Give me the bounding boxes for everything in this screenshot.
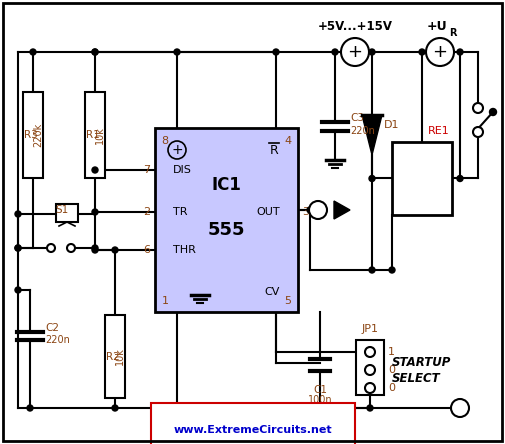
Circle shape [47, 244, 55, 252]
Text: 8: 8 [162, 136, 169, 146]
Text: 220n: 220n [350, 126, 375, 136]
Bar [85, 92, 105, 178]
Text: 4: 4 [284, 136, 291, 146]
Circle shape [92, 245, 98, 251]
Text: CV: CV [265, 287, 280, 297]
Circle shape [365, 383, 375, 393]
Circle shape [92, 167, 98, 173]
Circle shape [15, 245, 21, 251]
Text: IC1: IC1 [212, 176, 241, 194]
Text: +: + [171, 143, 183, 157]
Bar [23, 92, 43, 178]
Circle shape [168, 141, 186, 159]
Circle shape [389, 267, 395, 273]
Text: SELECT: SELECT [392, 372, 441, 385]
Text: TR: TR [173, 207, 187, 217]
Text: D1: D1 [384, 120, 399, 130]
Text: 220k: 220k [33, 123, 43, 147]
Circle shape [112, 405, 118, 411]
Circle shape [369, 267, 375, 273]
Text: STARTUP: STARTUP [392, 356, 451, 369]
Text: 10k: 10k [95, 126, 105, 144]
Text: 7: 7 [143, 165, 150, 175]
Bar [105, 315, 125, 398]
Text: R3: R3 [24, 130, 38, 140]
Text: 6: 6 [143, 245, 150, 255]
Polygon shape [334, 201, 350, 219]
Text: R: R [270, 143, 278, 156]
Text: www.ExtremeCircuits.net: www.ExtremeCircuits.net [174, 425, 332, 435]
Circle shape [92, 209, 98, 215]
Bar [356, 340, 384, 395]
Circle shape [369, 49, 375, 55]
Text: 220n: 220n [45, 335, 70, 345]
Circle shape [174, 49, 180, 55]
Text: 0: 0 [388, 365, 395, 375]
Text: R: R [449, 28, 457, 38]
Text: C3: C3 [350, 113, 364, 123]
Circle shape [15, 211, 21, 217]
Circle shape [457, 175, 463, 182]
Circle shape [317, 405, 323, 411]
Text: 1: 1 [162, 296, 169, 306]
Circle shape [15, 287, 21, 293]
Bar [392, 142, 452, 215]
Text: RE1: RE1 [428, 126, 450, 136]
Circle shape [92, 247, 98, 253]
Circle shape [426, 38, 454, 66]
Text: +: + [347, 43, 363, 61]
Circle shape [30, 49, 36, 55]
Text: 5: 5 [284, 296, 291, 306]
Circle shape [307, 207, 313, 213]
Circle shape [369, 175, 375, 182]
Circle shape [451, 399, 469, 417]
Text: DIS: DIS [173, 165, 192, 175]
Circle shape [112, 247, 118, 253]
Circle shape [273, 49, 279, 55]
Text: +5V...+15V: +5V...+15V [318, 20, 392, 33]
Text: C2: C2 [45, 323, 59, 333]
Circle shape [174, 405, 180, 411]
Circle shape [419, 49, 425, 55]
Circle shape [365, 365, 375, 375]
Circle shape [489, 108, 496, 115]
Text: JP1: JP1 [362, 324, 379, 334]
Circle shape [365, 347, 375, 357]
Text: +U: +U [427, 20, 447, 33]
Circle shape [473, 103, 483, 113]
Circle shape [15, 245, 21, 251]
Circle shape [332, 49, 338, 55]
Text: 1: 1 [388, 347, 395, 357]
Text: OUT: OUT [257, 207, 280, 217]
Text: 3: 3 [302, 207, 309, 217]
Bar [56, 204, 78, 222]
Circle shape [92, 49, 98, 55]
Circle shape [341, 38, 369, 66]
Circle shape [309, 201, 327, 219]
Circle shape [92, 49, 98, 55]
Circle shape [67, 244, 75, 252]
Text: 555: 555 [208, 221, 245, 239]
Bar [155, 128, 298, 312]
Text: 2: 2 [143, 207, 150, 217]
Polygon shape [362, 115, 382, 155]
Text: 0: 0 [388, 383, 395, 393]
Text: R1: R1 [86, 130, 100, 140]
Circle shape [457, 49, 463, 55]
Text: +: + [432, 43, 447, 61]
Text: 100n: 100n [308, 395, 332, 405]
Text: THR: THR [173, 245, 196, 255]
Text: S1: S1 [55, 205, 68, 215]
Circle shape [473, 127, 483, 137]
Circle shape [27, 405, 33, 411]
Circle shape [367, 405, 373, 411]
Text: C1: C1 [313, 385, 327, 395]
Text: R2: R2 [106, 352, 120, 361]
Text: 10k: 10k [115, 348, 125, 365]
